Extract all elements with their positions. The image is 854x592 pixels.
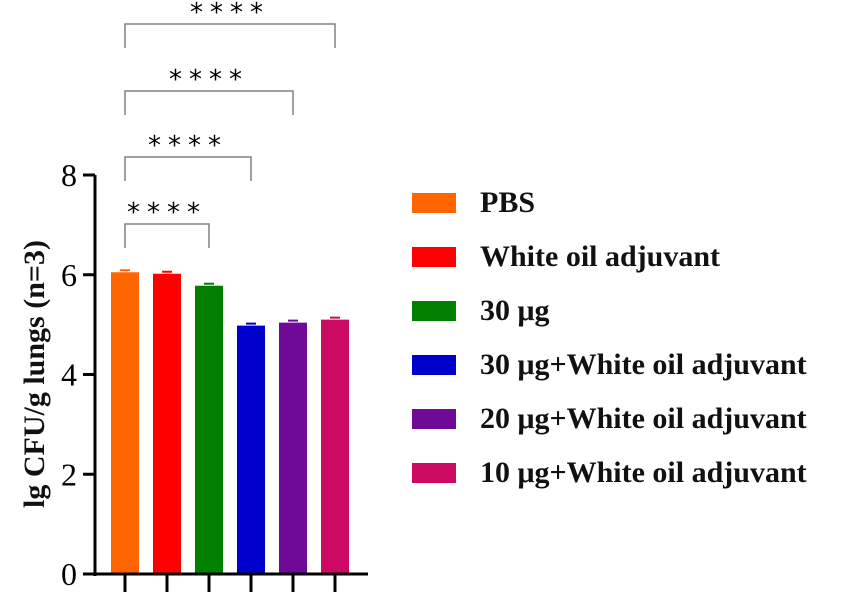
legend-label: White oil adjuvant <box>480 240 721 273</box>
bar <box>153 273 181 574</box>
legend-label: 10 μg+White oil adjuvant <box>480 456 807 489</box>
legend-swatch <box>412 409 456 429</box>
y-tick-label: 6 <box>61 257 77 293</box>
y-tick-label: 2 <box>61 456 77 492</box>
legend-label: 30 μg <box>480 294 550 327</box>
legend-swatch <box>412 463 456 483</box>
significance-stars: **** <box>127 198 207 228</box>
y-axis-label: lg CFU/g lungs (n=3) <box>18 240 51 508</box>
significance-bracket <box>124 156 252 181</box>
legend-swatch <box>412 355 456 375</box>
legend-label: 30 μg+White oil adjuvant <box>480 348 807 381</box>
bar <box>321 319 349 574</box>
bar <box>237 325 265 574</box>
bar <box>195 285 223 574</box>
significance-stars: **** <box>190 0 270 28</box>
legend-item: 20 μg+White oil adjuvant <box>412 404 807 434</box>
significance-stars: **** <box>169 65 249 95</box>
legend-swatch <box>412 247 456 267</box>
y-tick-label: 8 <box>61 157 77 193</box>
y-tick-label: 0 <box>61 556 77 592</box>
significance-stars: **** <box>148 131 228 161</box>
legend-label: PBS <box>480 186 536 219</box>
legend-item: 10 μg+White oil adjuvant <box>412 458 807 488</box>
bar <box>111 272 139 574</box>
legend-swatch <box>412 301 456 321</box>
legend-item: PBS <box>412 188 535 218</box>
legend-item: 30 μg <box>412 296 550 326</box>
legend-label: 20 μg+White oil adjuvant <box>480 402 807 435</box>
legend-swatch <box>412 193 456 213</box>
significance-bracket <box>124 23 336 48</box>
significance-bracket <box>124 223 210 248</box>
legend-item: White oil adjuvant <box>412 242 720 272</box>
bar <box>279 322 307 574</box>
significance-bracket <box>124 90 294 115</box>
legend-item: 30 μg+White oil adjuvant <box>412 350 807 380</box>
y-tick-label: 4 <box>61 357 77 393</box>
